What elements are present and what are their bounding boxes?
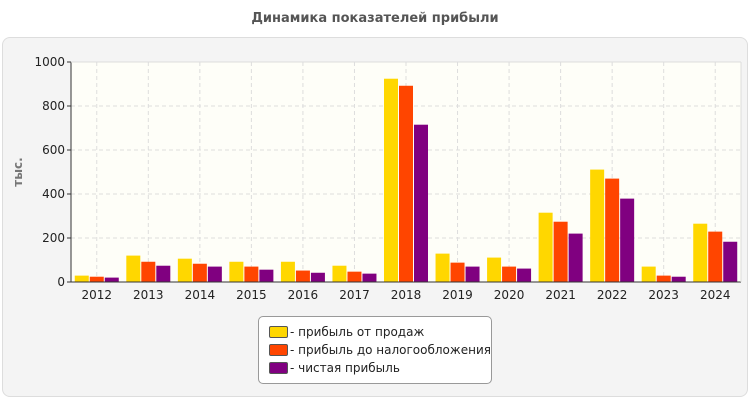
bar <box>156 265 171 282</box>
chart-title: Динамика показателей прибыли <box>251 11 499 26</box>
bar <box>693 223 708 282</box>
x-tick-label: 2021 <box>545 288 576 302</box>
bar <box>280 261 295 282</box>
bar <box>399 85 413 282</box>
legend-swatch <box>269 326 288 338</box>
bar <box>362 273 377 282</box>
y-tick-label: 1000 <box>34 55 65 69</box>
bar <box>641 266 656 282</box>
bar <box>141 261 156 282</box>
x-tick-label: 2024 <box>700 288 731 302</box>
bar <box>450 262 465 282</box>
x-tick-label: 2015 <box>236 288 267 302</box>
x-tick-label: 2020 <box>494 288 525 302</box>
x-tick-label: 2014 <box>185 288 216 302</box>
y-tick-label: 200 <box>42 231 65 245</box>
bar <box>620 198 635 282</box>
y-tick-label: 400 <box>42 187 65 201</box>
legend-item-net[interactable]: - чистая прибыль <box>269 361 400 375</box>
bar <box>502 266 517 282</box>
legend-item-sales[interactable]: - прибыль от продаж <box>269 325 424 339</box>
bar <box>487 257 502 282</box>
legend-swatch <box>269 362 288 374</box>
bar <box>259 269 274 282</box>
x-tick-label: 2016 <box>288 288 319 302</box>
bar <box>414 124 428 282</box>
bar <box>347 271 362 282</box>
x-tick-label: 2017 <box>339 288 370 302</box>
x-tick-label: 2013 <box>133 288 164 302</box>
bar <box>605 178 620 282</box>
legend: - прибыль от продаж - прибыль до налогоо… <box>258 316 492 384</box>
x-tick-label: 2012 <box>81 288 112 302</box>
bar <box>310 272 325 282</box>
y-tick-label: 800 <box>42 99 65 113</box>
y-tick-label: 0 <box>57 275 65 289</box>
bar <box>244 266 259 282</box>
bar <box>465 266 480 282</box>
bar <box>207 266 222 282</box>
x-tick-label: 2023 <box>648 288 679 302</box>
bar <box>517 268 532 282</box>
bar <box>553 221 568 282</box>
bar <box>723 241 738 282</box>
bar <box>192 263 207 282</box>
bar <box>538 212 553 282</box>
bar <box>126 255 141 282</box>
x-tick-label: 2022 <box>597 288 628 302</box>
y-axis-label: тыс. <box>11 157 25 186</box>
legend-label: - чистая прибыль <box>290 361 400 375</box>
bar <box>332 265 347 282</box>
bar <box>568 233 583 282</box>
bar <box>656 275 671 282</box>
legend-label: - прибыль от продаж <box>290 325 425 339</box>
bar <box>229 261 244 282</box>
bar <box>104 277 119 282</box>
bar <box>708 231 723 282</box>
bar <box>590 169 605 282</box>
bar <box>177 258 192 282</box>
bar <box>74 275 89 282</box>
legend-swatch <box>269 344 288 356</box>
bar <box>384 78 398 282</box>
x-tick-label: 2019 <box>442 288 473 302</box>
y-tick-label: 600 <box>42 143 65 157</box>
bar <box>295 270 310 282</box>
bar <box>671 276 686 282</box>
legend-item-pretax[interactable]: - прибыль до налогообложения <box>269 343 491 357</box>
x-tick-label: 2018 <box>391 288 422 302</box>
legend-label: - прибыль до налогообложения <box>290 343 491 357</box>
bar <box>89 276 104 282</box>
bar <box>435 253 450 282</box>
